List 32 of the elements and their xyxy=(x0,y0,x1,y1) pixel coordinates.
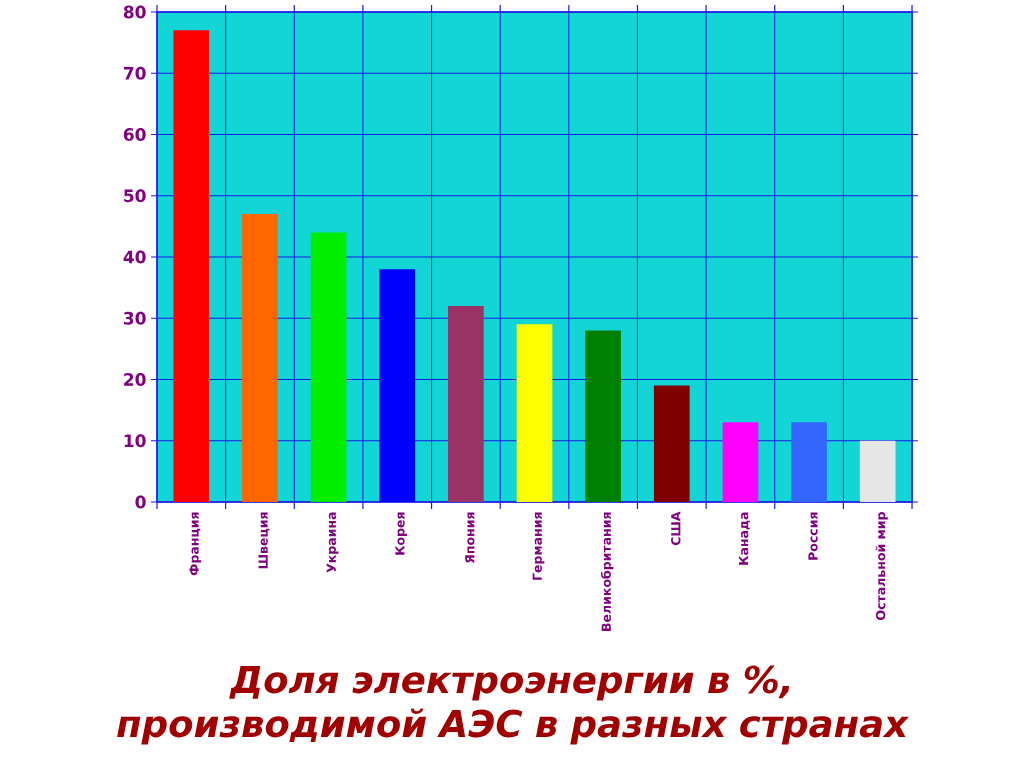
bar xyxy=(516,324,553,502)
y-tick-label: 10 xyxy=(124,434,146,448)
bar xyxy=(379,269,416,502)
y-tick-label: 70 xyxy=(123,66,146,80)
bar xyxy=(448,306,484,502)
bar xyxy=(173,30,210,502)
y-tick-label: 40 xyxy=(123,250,146,264)
bar xyxy=(242,214,278,502)
x-tick-label: Германия xyxy=(532,512,545,580)
x-tick-label: Франция xyxy=(189,512,202,576)
y-tick-label: 20 xyxy=(124,373,146,386)
bar xyxy=(310,232,347,502)
x-tick-label: Япония xyxy=(465,512,475,563)
y-tick-label: 0 xyxy=(135,495,146,509)
x-tick-label: Канада xyxy=(739,512,750,565)
x-tick-label: США xyxy=(671,511,681,546)
y-tick-label: 30 xyxy=(123,311,146,325)
bar xyxy=(653,385,690,502)
bar xyxy=(585,330,621,502)
x-tick-label: Остальной мир xyxy=(875,512,888,620)
bar xyxy=(791,422,827,502)
y-tick-label: 60 xyxy=(123,128,146,141)
x-tick-label: Корея xyxy=(395,512,408,555)
x-tick-label: Великобритания xyxy=(600,512,614,631)
bar xyxy=(722,422,759,502)
y-tick-label: 80 xyxy=(123,5,146,19)
bar xyxy=(859,440,896,502)
x-tick-label: Россия xyxy=(808,512,818,560)
y-tick-label: 50 xyxy=(124,189,146,203)
x-tick-label: Швеция xyxy=(258,512,270,569)
x-tick-label: Украина xyxy=(326,512,339,573)
text: Доля электроэнергии в %, производимой АЭС в разных странах xyxy=(117,665,910,745)
